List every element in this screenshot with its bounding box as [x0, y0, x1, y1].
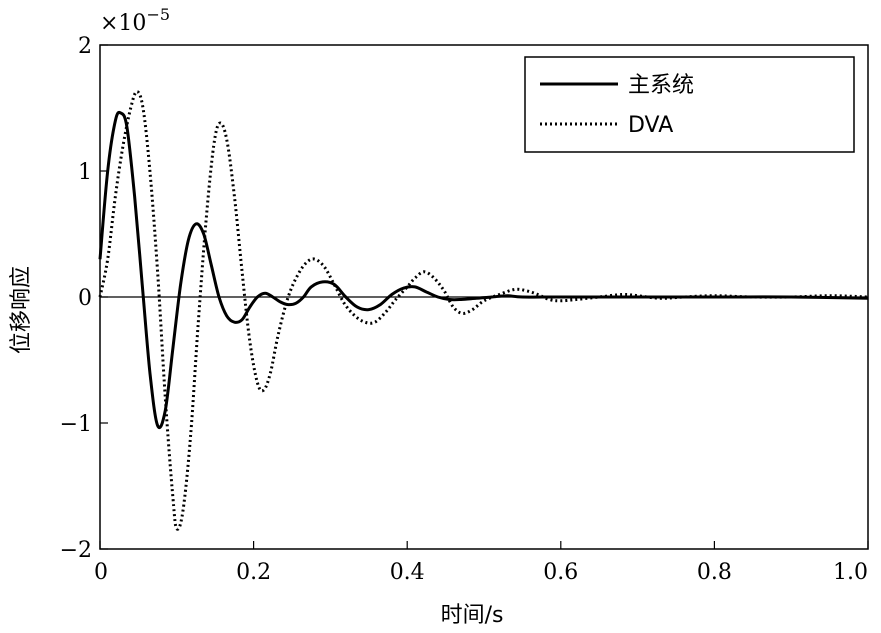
x-axis-label: 时间/s [441, 603, 504, 628]
y-tick-label: 0 [78, 286, 92, 311]
y-multiplier: ×10−5 [100, 5, 170, 36]
legend-box [524, 56, 855, 153]
y-tick-label: −1 [60, 412, 92, 437]
x-tick-label: 0.2 [236, 560, 271, 585]
x-ticks: 0 0.2 0.4 0.6 0.8 1.0 [94, 541, 869, 585]
x-tick-label: 0 [94, 560, 108, 585]
plot-frame [99, 44, 869, 550]
y-tick-label: −2 [60, 538, 92, 563]
x-tick-label: 1.0 [833, 560, 868, 585]
y-tick-label: 2 [78, 34, 92, 59]
x-tick-label: 0.6 [543, 560, 578, 585]
legend-label-dva: DVA [628, 113, 673, 138]
legend-label-main: 主系统 [628, 73, 694, 98]
y-axis-label: 位移响应 [9, 266, 34, 354]
legend: 主系统 DVA [524, 56, 855, 153]
series-layer [98, 90, 869, 531]
y-tick-label: 1 [78, 160, 92, 185]
series-line-main-system [98, 110, 869, 430]
x-tick-label: 0.8 [697, 560, 732, 585]
x-tick-label: 0.4 [390, 560, 425, 585]
series-line-dva [98, 90, 869, 531]
